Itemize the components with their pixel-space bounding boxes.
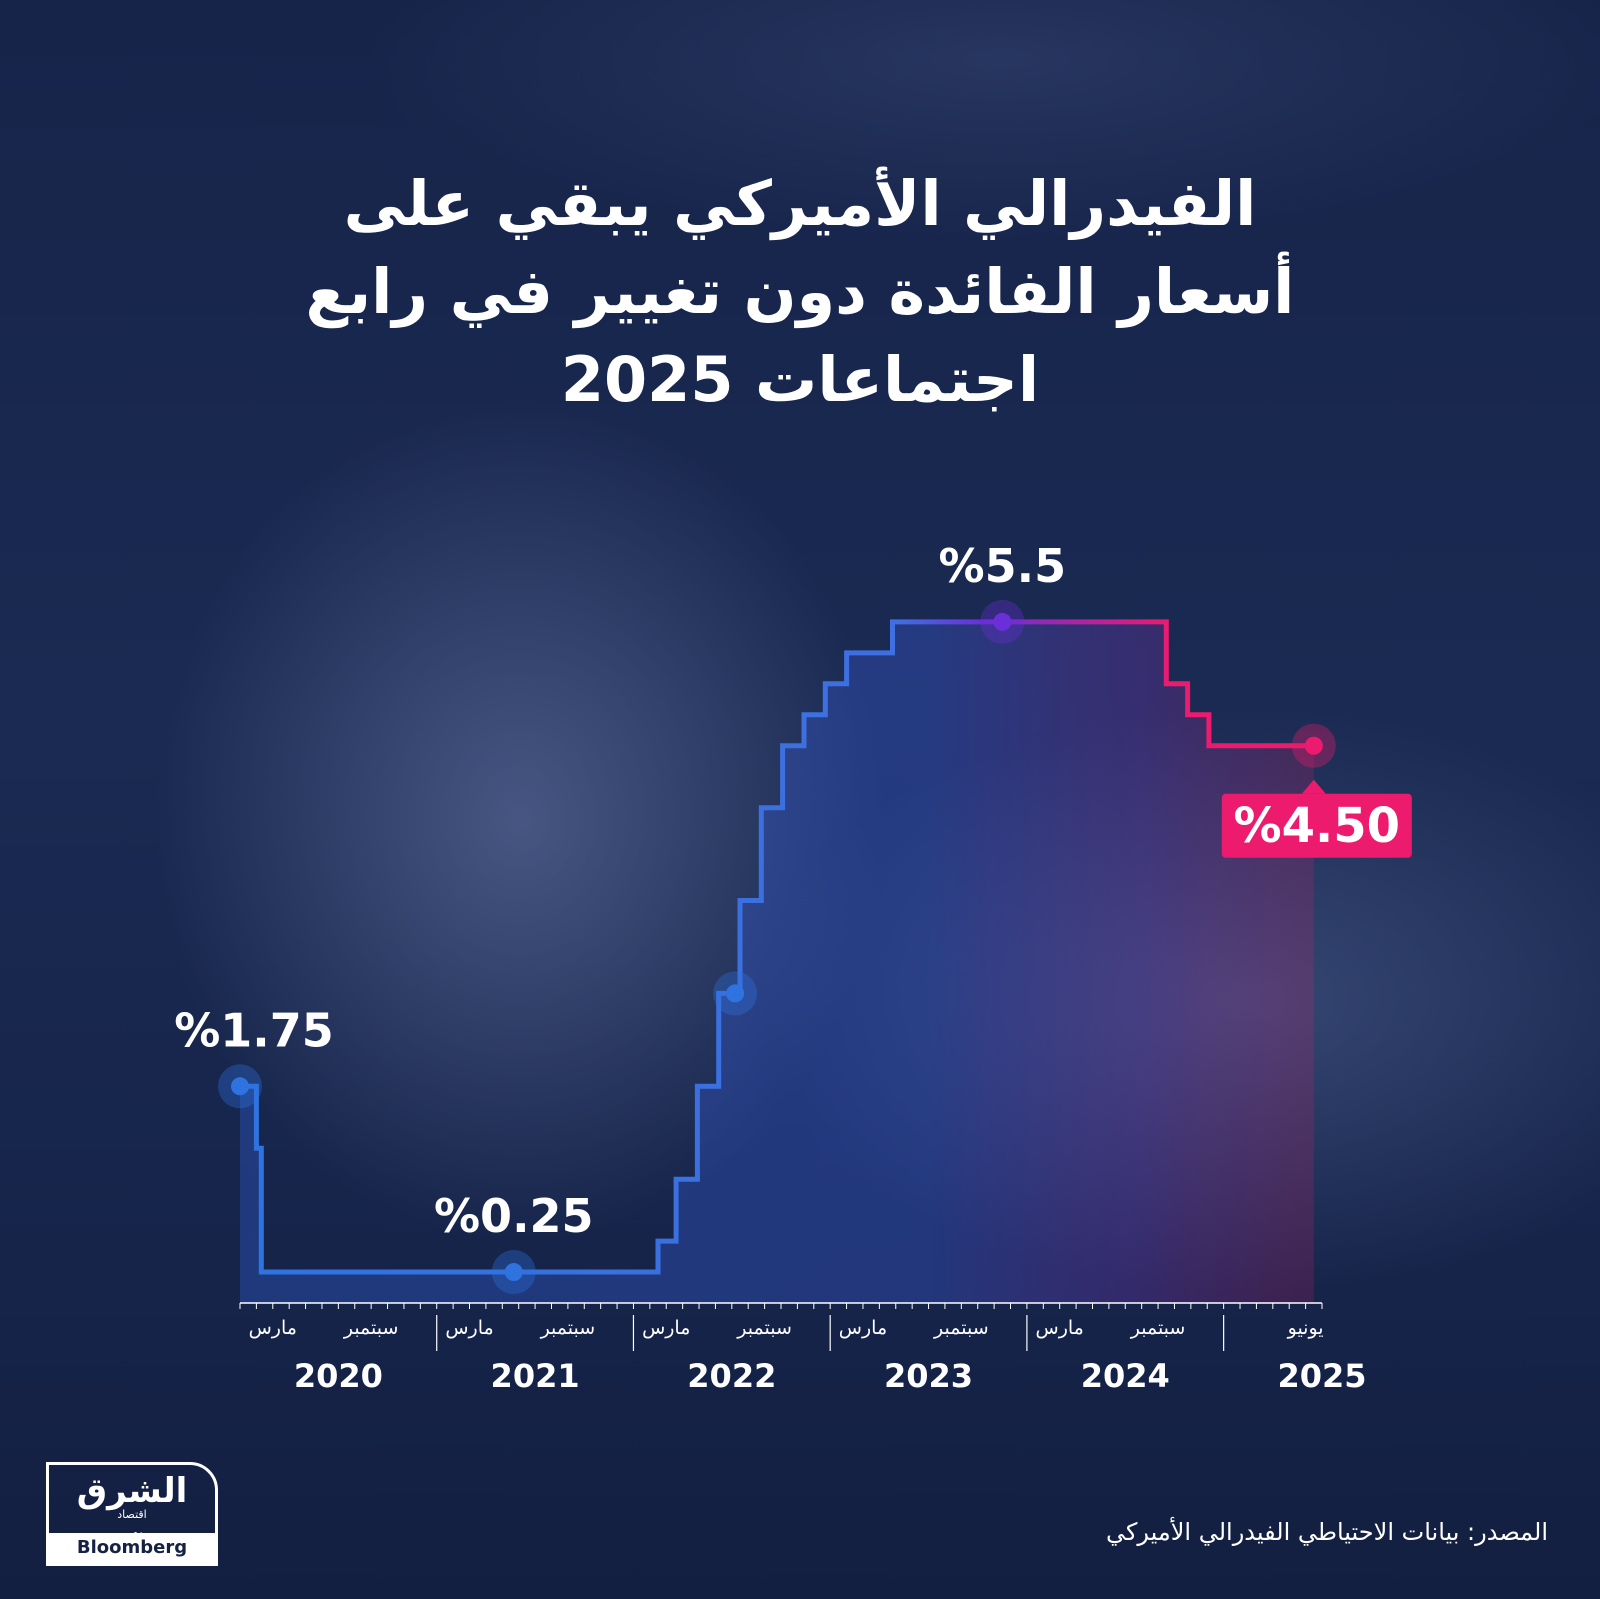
callout-pointer xyxy=(1301,779,1326,794)
month-label: مارس xyxy=(839,1317,887,1339)
data-label: %0.25 xyxy=(434,1189,594,1243)
highlight-point xyxy=(504,1263,523,1282)
month-label: سبتمبر xyxy=(736,1317,792,1339)
logo-sub-text: اقتصاد xyxy=(117,1508,147,1521)
month-label: سبتمبر xyxy=(343,1317,399,1339)
logo-partner-text: Bloomberg xyxy=(76,1537,188,1558)
highlight-point xyxy=(231,1077,249,1096)
title-line-1: الفيدرالي الأميركي يبقي على xyxy=(343,167,1257,240)
month-label: مارس xyxy=(1036,1317,1084,1339)
data-labels: %1.75 %0.25 %5.5 %4.50 xyxy=(174,539,1412,1243)
month-label: مارس xyxy=(642,1317,690,1339)
month-label: يونيو xyxy=(1287,1317,1324,1339)
data-label: %4.50 xyxy=(1234,798,1401,854)
year-label: 2022 xyxy=(687,1357,776,1395)
year-label: 2023 xyxy=(884,1357,973,1395)
year-label: 2024 xyxy=(1081,1357,1170,1395)
title-line-2: أسعار الفائدة دون تغيير في رابع xyxy=(305,255,1295,328)
logo-with-text: مع xyxy=(133,1528,144,1539)
month-label: مارس xyxy=(249,1317,297,1339)
month-label: مارس xyxy=(445,1317,493,1339)
data-label: %1.75 xyxy=(174,1003,334,1057)
year-label: 2025 xyxy=(1277,1357,1366,1395)
highlight-point xyxy=(993,612,1012,631)
year-label: 2021 xyxy=(491,1357,580,1395)
series-line xyxy=(240,619,1314,1275)
highlight-point xyxy=(726,984,745,1003)
logo-partner: Bloomberg مع xyxy=(49,1528,215,1563)
callout-box xyxy=(1221,793,1412,858)
title-line-3: اجتماعات 2025 xyxy=(560,343,1040,416)
logo-main-text: الشرق xyxy=(76,1471,188,1511)
x-axis: 2020 2021 2022 2023 2024 2025 مارس سبتمبر مارس سب… xyxy=(239,1302,1367,1395)
page-title: الفيدرالي الأميركي يبقي على أسعار الفائد… xyxy=(200,160,1400,424)
month-label: سبتمبر xyxy=(540,1317,596,1339)
month-label: سبتمبر xyxy=(933,1317,989,1339)
asharq-bloomberg-logo: الشرق اقتصاد Bloomberg مع xyxy=(46,1462,218,1566)
highlight-markers xyxy=(218,599,1336,1295)
series-area xyxy=(240,621,1314,1303)
year-label: 2020 xyxy=(294,1357,383,1395)
month-label: سبتمبر xyxy=(1130,1317,1186,1339)
source-note: المصدر: بيانات الاحتياطي الفيدرالي الأمي… xyxy=(1105,1518,1548,1546)
highlight-point xyxy=(1304,736,1323,755)
data-label: %5.5 xyxy=(939,539,1067,593)
